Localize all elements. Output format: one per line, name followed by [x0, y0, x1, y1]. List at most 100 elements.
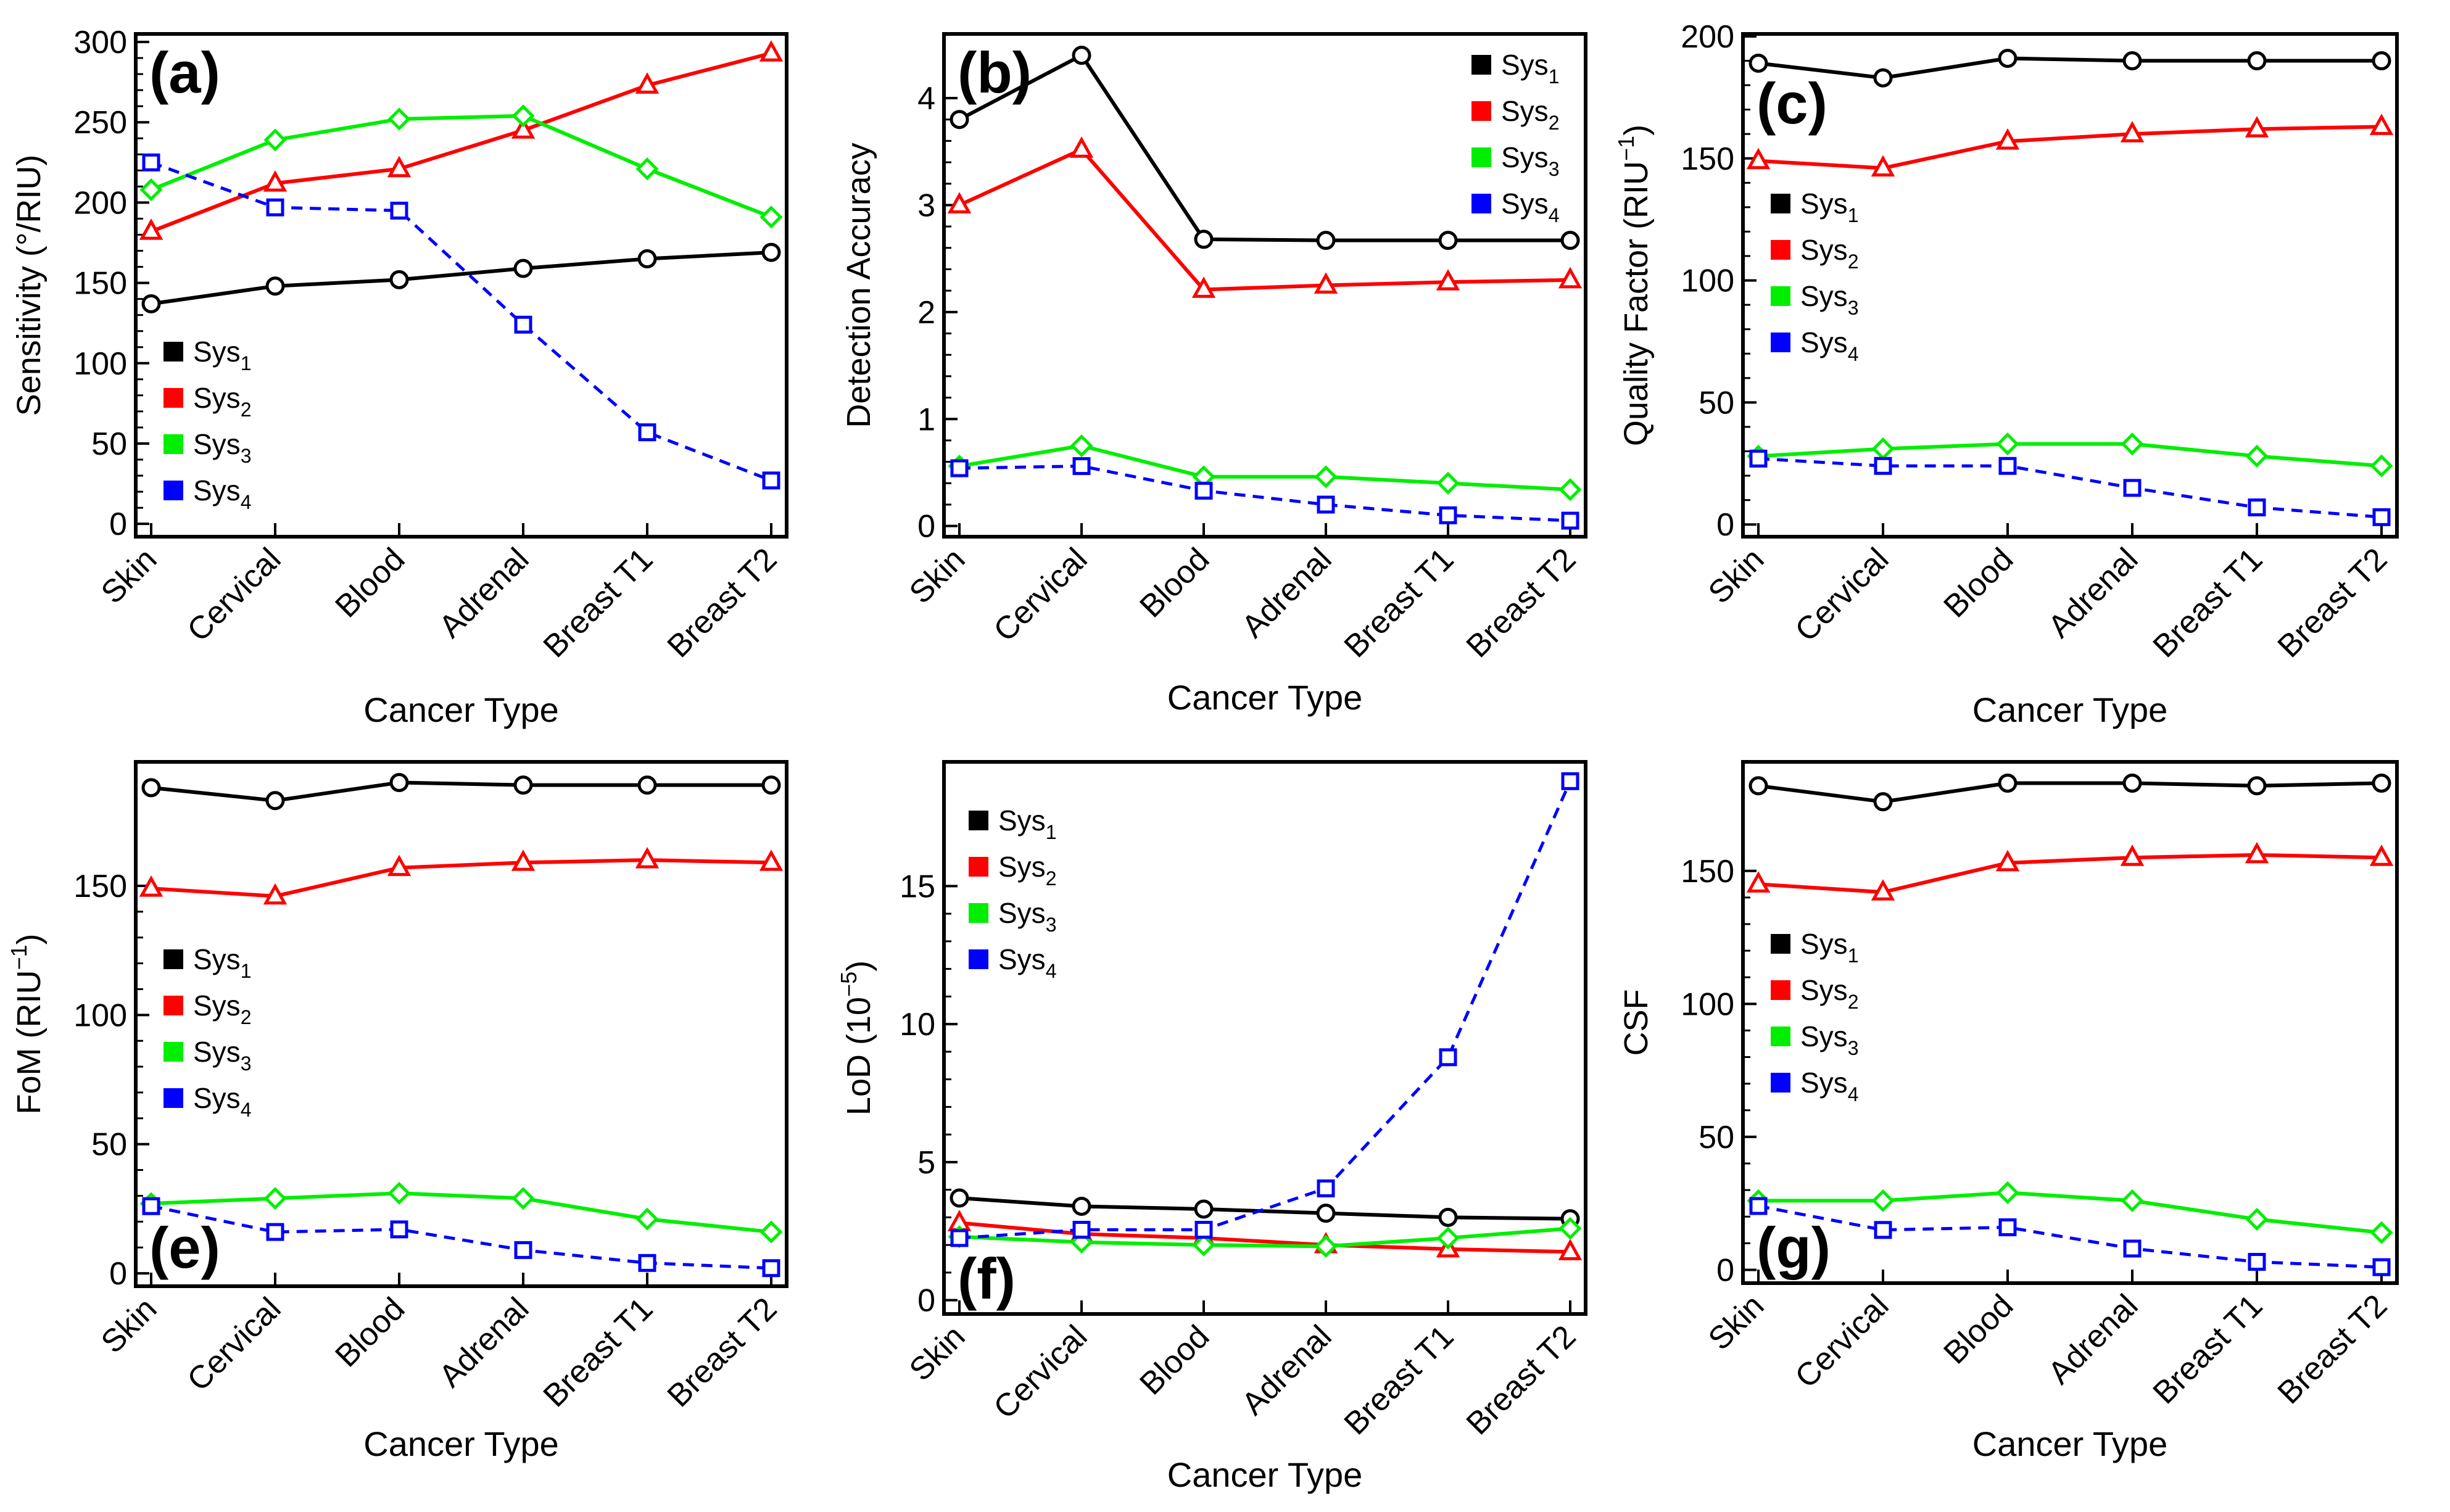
y-axis-label: Detection Accuracy — [840, 143, 877, 428]
panel-label: (g) — [1757, 1215, 1831, 1280]
legend-swatch-sys4 — [969, 949, 988, 969]
y-tick-label: 100 — [73, 998, 127, 1033]
series-line-sys4 — [151, 1204, 772, 1270]
x-tick-label: Adrenal — [2042, 1287, 2145, 1391]
series-line-sys1 — [958, 52, 1570, 242]
x-axis-label: Cancer Type — [1167, 678, 1362, 717]
y-tick-label: 150 — [73, 869, 127, 904]
legend-label-sys3: Sys3 — [1800, 280, 1858, 319]
x-tick-label: Breast T1 — [537, 1291, 660, 1414]
data-point-sys1 — [1560, 231, 1580, 250]
data-point-sys2 — [2245, 841, 2269, 864]
legend-label-sys1: Sys1 — [1800, 928, 1858, 967]
data-point-sys2 — [511, 849, 536, 871]
panel-label: (e) — [149, 1215, 220, 1280]
x-tick-label: Adrenal — [2042, 541, 2145, 645]
data-point-sys3 — [139, 178, 163, 202]
x-tick-label: Skin — [94, 1291, 164, 1360]
data-point-sys4 — [2248, 1253, 2266, 1271]
legend-label-sys2: Sys2 — [1501, 95, 1559, 134]
x-tick-label: Blood — [1937, 541, 2020, 624]
data-point-sys4 — [950, 459, 969, 477]
data-point-sys4 — [142, 153, 160, 171]
plot-frame — [134, 760, 788, 1288]
x-tick-label: Blood — [328, 1291, 412, 1374]
data-point-sys4 — [762, 1259, 780, 1278]
legend-swatch-sys2 — [1771, 980, 1790, 1000]
data-point-sys1 — [1194, 229, 1214, 249]
series-line-sys3 — [1758, 1191, 2382, 1235]
data-point-sys4 — [950, 1229, 969, 1247]
y-tick-label: 0 — [109, 506, 127, 542]
data-point-sys4 — [1998, 456, 2017, 475]
data-point-sys4 — [1072, 1221, 1091, 1239]
y-tick-label: 2 — [917, 295, 935, 331]
series-line-sys2 — [958, 147, 1571, 292]
series-line-sys2 — [1758, 853, 2382, 894]
legend-swatch-sys3 — [969, 903, 988, 923]
y-tick-label: 50 — [91, 426, 127, 462]
data-point-sys1 — [141, 778, 161, 798]
legend-label-sys1: Sys1 — [1501, 49, 1559, 88]
legend-label-sys2: Sys2 — [1800, 234, 1858, 273]
data-point-sys2 — [1871, 155, 1895, 177]
y-tick-label: 100 — [73, 346, 127, 382]
data-point-sys4 — [2372, 1258, 2391, 1276]
data-point-sys2 — [387, 854, 412, 877]
legend-swatch-sys4 — [1771, 333, 1790, 352]
data-point-sys4 — [638, 423, 656, 442]
data-point-sys1 — [2247, 776, 2267, 796]
x-tick-label: Cervical — [987, 541, 1095, 648]
series-line-sys4 — [1758, 1204, 2382, 1269]
y-tick-label: 0 — [1716, 1252, 1734, 1288]
plot-frame — [1741, 760, 2399, 1285]
x-tick-label: Skin — [903, 1318, 972, 1388]
legend-label-sys2: Sys2 — [998, 851, 1056, 890]
series-line-sys2 — [151, 858, 772, 898]
data-point-sys3 — [1996, 1181, 2019, 1204]
data-point-sys4 — [266, 198, 284, 217]
data-point-sys1 — [141, 294, 161, 313]
plot-frame — [942, 32, 1587, 539]
data-point-sys4 — [1561, 511, 1579, 530]
y-tick-label: 10 — [900, 1007, 935, 1043]
x-tick-label: Breast T2 — [2271, 541, 2394, 664]
series-line-sys4 — [959, 780, 1572, 1240]
data-point-sys3 — [263, 128, 287, 152]
legend-swatch-sys4 — [163, 481, 183, 500]
y-tick-label: 15 — [900, 869, 935, 904]
data-point-sys3 — [1871, 1189, 1895, 1212]
data-point-sys4 — [1561, 772, 1579, 790]
data-point-sys4 — [638, 1254, 656, 1272]
data-point-sys4 — [390, 201, 408, 220]
data-point-sys3 — [1996, 432, 2019, 456]
y-tick-label: 0 — [917, 1283, 935, 1319]
data-point-sys2 — [263, 170, 288, 192]
data-point-sys2 — [387, 155, 412, 178]
data-point-sys2 — [1191, 276, 1216, 298]
legend-swatch-sys2 — [163, 388, 183, 408]
data-point-sys3 — [2370, 1221, 2393, 1244]
data-point-sys2 — [635, 846, 660, 869]
data-point-sys2 — [1746, 147, 1771, 170]
y-tick-label: 300 — [73, 25, 127, 60]
data-point-sys3 — [1558, 478, 1582, 502]
x-tick-label: Breast T2 — [1460, 1318, 1583, 1442]
data-point-sys2 — [635, 72, 660, 94]
y-tick-label: 100 — [1681, 263, 1734, 299]
data-point-sys1 — [2372, 51, 2391, 71]
data-point-sys2 — [947, 192, 972, 213]
y-axis-label: LoD (10−5) — [836, 960, 877, 1115]
data-point-sys1 — [2372, 773, 2391, 793]
data-point-sys4 — [1439, 1048, 1457, 1067]
data-point-sys2 — [759, 40, 784, 62]
data-point-sys1 — [1438, 231, 1458, 250]
x-tick-label: Skin — [94, 541, 164, 611]
legend-label-sys3: Sys3 — [1501, 141, 1559, 180]
legend-label-sys4: Sys4 — [998, 943, 1056, 982]
data-point-sys4 — [1874, 456, 1892, 475]
x-tick-label: Cervical — [1789, 541, 1896, 648]
